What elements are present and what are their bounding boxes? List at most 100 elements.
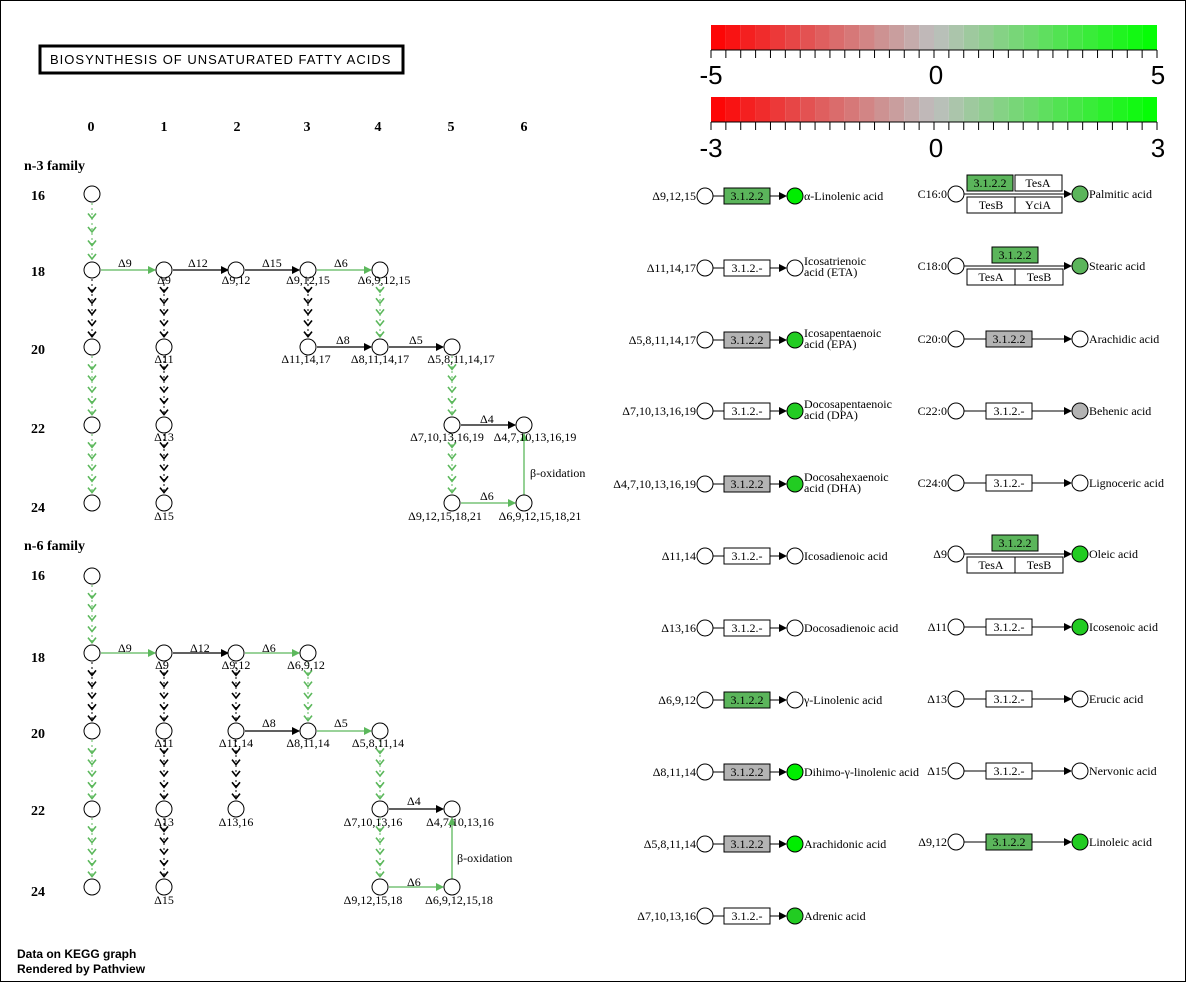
product-node[interactable]: [786, 763, 804, 781]
substrate-node[interactable]: [696, 835, 714, 853]
product-node[interactable]: [786, 402, 804, 420]
compound-node[interactable]: [155, 338, 173, 356]
compound-node[interactable]: [371, 800, 389, 818]
compound-node[interactable]: [155, 416, 173, 434]
enzyme-box[interactable]: [985, 762, 1033, 780]
product-node[interactable]: [1071, 330, 1089, 348]
product-node[interactable]: [786, 619, 804, 637]
product-node[interactable]: [786, 187, 804, 205]
substrate-node[interactable]: [947, 402, 965, 420]
enzyme-box[interactable]: [966, 174, 1014, 192]
compound-node[interactable]: [83, 722, 101, 740]
compound-node[interactable]: [83, 494, 101, 512]
compound-node[interactable]: [371, 722, 389, 740]
substrate-node[interactable]: [947, 545, 965, 563]
gene-box[interactable]: [1014, 556, 1064, 574]
substrate-node[interactable]: [947, 762, 965, 780]
substrate-node[interactable]: [947, 185, 965, 203]
enzyme-box[interactable]: [985, 690, 1033, 708]
substrate-node[interactable]: [696, 619, 714, 637]
chain-chevron: [231, 747, 241, 755]
compound-node[interactable]: [299, 261, 317, 279]
substrate-node[interactable]: [696, 475, 714, 493]
compound-node[interactable]: [83, 261, 101, 279]
product-node[interactable]: [786, 331, 804, 349]
compound-node[interactable]: [155, 644, 173, 662]
compound-node[interactable]: [155, 494, 173, 512]
compound-node[interactable]: [83, 567, 101, 585]
substrate-node[interactable]: [696, 547, 714, 565]
enzyme-box[interactable]: [991, 534, 1039, 552]
compound-node[interactable]: [155, 878, 173, 896]
product-node[interactable]: [1071, 474, 1089, 492]
compound-node[interactable]: [83, 338, 101, 356]
substrate-node[interactable]: [947, 474, 965, 492]
substrate-node[interactable]: [947, 833, 965, 851]
n3-row-16: 16: [31, 189, 45, 204]
compound-node[interactable]: [227, 800, 245, 818]
product-node[interactable]: [1071, 545, 1089, 563]
compound-node[interactable]: [371, 338, 389, 356]
product-node[interactable]: [786, 907, 804, 925]
compound-node[interactable]: [443, 878, 461, 896]
product-node[interactable]: [786, 547, 804, 565]
compound-node[interactable]: [443, 494, 461, 512]
compound-node[interactable]: [299, 644, 317, 662]
substrate-node[interactable]: [696, 691, 714, 709]
substrate-node[interactable]: [947, 618, 965, 636]
substrate-node[interactable]: [947, 257, 965, 275]
compound-node[interactable]: [83, 644, 101, 662]
gene-box[interactable]: [1014, 268, 1064, 286]
scale-cell: [934, 25, 949, 50]
product-node[interactable]: [786, 835, 804, 853]
compound-node[interactable]: [155, 722, 173, 740]
compound-node[interactable]: [227, 722, 245, 740]
product-node[interactable]: [1071, 402, 1089, 420]
enzyme-box[interactable]: [985, 474, 1033, 492]
compound-node[interactable]: [443, 416, 461, 434]
substrate-node[interactable]: [696, 187, 714, 205]
product-node[interactable]: [786, 259, 804, 277]
compound-node[interactable]: [299, 722, 317, 740]
compound-node[interactable]: [83, 800, 101, 818]
product-node[interactable]: [1071, 257, 1089, 275]
compound-node[interactable]: [155, 261, 173, 279]
product-node[interactable]: [1071, 618, 1089, 636]
enzyme-box[interactable]: [985, 833, 1033, 851]
compound-node[interactable]: [515, 494, 533, 512]
compound-node[interactable]: [299, 338, 317, 356]
compound-node[interactable]: [155, 800, 173, 818]
product-node[interactable]: [1071, 185, 1089, 203]
product-node[interactable]: [1071, 833, 1089, 851]
product-node[interactable]: [1071, 690, 1089, 708]
compound-node[interactable]: [515, 416, 533, 434]
substrate-node[interactable]: [947, 690, 965, 708]
enzyme-box[interactable]: [985, 330, 1033, 348]
substrate-node[interactable]: [696, 402, 714, 420]
compound-node[interactable]: [443, 800, 461, 818]
substrate-node[interactable]: [696, 907, 714, 925]
scale-cell: [1008, 97, 1024, 122]
substrate-node[interactable]: [696, 331, 714, 349]
compound-node[interactable]: [83, 878, 101, 896]
enzyme-box[interactable]: [985, 402, 1033, 420]
substrate-node[interactable]: [947, 330, 965, 348]
product-label: α-Linolenic acid: [804, 189, 883, 203]
substrate-node[interactable]: [696, 763, 714, 781]
gene-box[interactable]: [1014, 174, 1063, 192]
compound-node[interactable]: [227, 261, 245, 279]
product-node[interactable]: [786, 691, 804, 709]
compound-node[interactable]: [371, 878, 389, 896]
enzyme-box[interactable]: [991, 246, 1039, 264]
product-node[interactable]: [1071, 762, 1089, 780]
compound-node[interactable]: [443, 338, 461, 356]
compound-node[interactable]: [83, 185, 101, 203]
substrate-node[interactable]: [696, 259, 714, 277]
compound-node[interactable]: [227, 644, 245, 662]
compound-node[interactable]: [371, 261, 389, 279]
compound-node[interactable]: [83, 416, 101, 434]
product-node[interactable]: [786, 475, 804, 493]
chain-chevron: [303, 715, 313, 722]
gene-box[interactable]: [1014, 196, 1063, 214]
enzyme-box[interactable]: [985, 618, 1033, 636]
